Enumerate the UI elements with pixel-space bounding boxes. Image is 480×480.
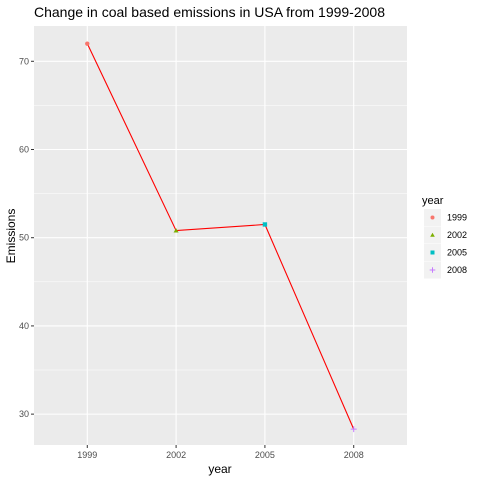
legend-title: year	[422, 195, 444, 207]
legend-label: 2008	[447, 265, 467, 275]
x-tick-label: 2002	[166, 450, 186, 460]
plot-panel	[34, 26, 407, 445]
y-tick-label: 70	[19, 56, 29, 66]
x-tick-label: 2008	[344, 450, 364, 460]
x-tick-label: 2005	[255, 450, 275, 460]
legend-symbol	[430, 215, 435, 220]
legend-label: 2005	[447, 248, 467, 258]
y-tick-label: 30	[19, 409, 29, 419]
data-point	[350, 426, 357, 433]
x-axis-title: year	[208, 462, 231, 476]
series-line	[86, 43, 355, 430]
data-point	[173, 228, 179, 233]
y-axis: 30 40 50 60 70	[19, 56, 34, 419]
data-points	[85, 41, 357, 433]
y-tick-label: 40	[19, 321, 29, 331]
grid-minor	[34, 105, 407, 371]
y-tick-label: 50	[19, 233, 29, 243]
data-point	[262, 222, 268, 227]
legend: year 1999 2002 2005 2008	[422, 195, 467, 279]
grid-major	[34, 26, 407, 445]
x-tick-label: 1999	[77, 450, 97, 460]
legend-label: 1999	[447, 213, 467, 223]
legend-symbol	[430, 232, 435, 237]
x-axis: 1999 2002 2005 2008	[77, 445, 364, 460]
legend-symbol	[429, 267, 436, 273]
legend-label: 2002	[447, 230, 467, 240]
data-point	[85, 41, 90, 46]
y-axis-title: Emissions	[4, 209, 18, 264]
legend-symbol	[430, 250, 435, 255]
chart-title: Change in coal based emissions in USA fr…	[34, 4, 385, 20]
series-line-path	[86, 43, 355, 430]
y-tick-label: 60	[19, 144, 29, 154]
